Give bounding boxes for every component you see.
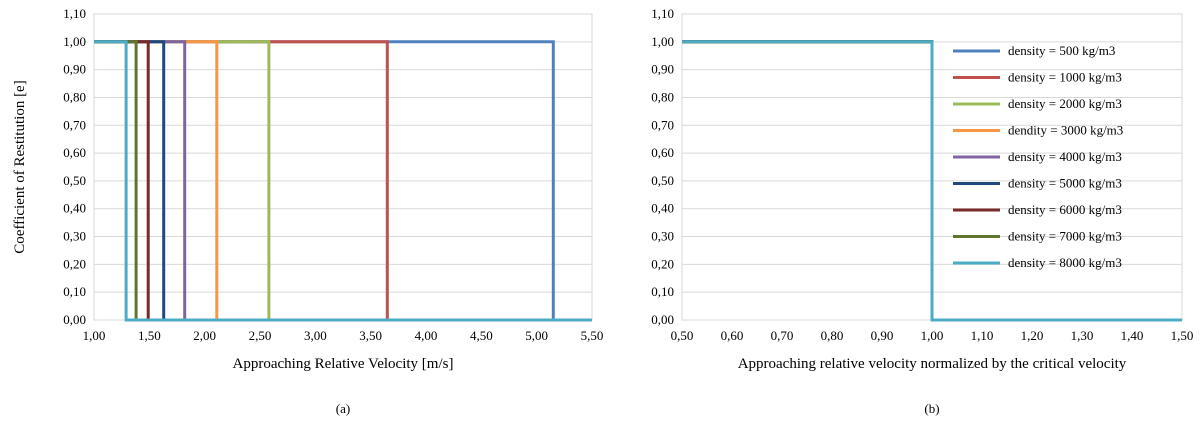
x-tick-label: 1,50 [1171, 328, 1194, 343]
legend-label: density = 5000 kg/m3 [1008, 176, 1122, 191]
x-tick-label: 1,50 [138, 328, 161, 343]
y-ticks-a: 0,00 0,10 0,20 0,30 0,40 0,50 0,60 0,70 0,80 0,90… [63, 6, 86, 327]
y-ticks-b: 0,00 0,10 0,20 0,30 0,40 0,50 0,60 0,70 0,80 0,90… [651, 6, 674, 327]
y-tick-label: 1,10 [651, 6, 674, 21]
chart-b: 0,00 0,10 0,20 0,30 0,40 0,50 0,60 0,70 0,80 0,90… [651, 6, 1193, 416]
y-tick-label: 0,10 [63, 284, 86, 299]
x-tick-label: 2,00 [193, 328, 216, 343]
y-tick-label: 0,90 [63, 62, 86, 77]
y-tick-label: 0,30 [651, 229, 674, 244]
y-tick-label: 0,60 [651, 145, 674, 160]
series-b [682, 40, 1182, 322]
x-tick-label: 1,00 [83, 328, 106, 343]
series-line [94, 40, 592, 322]
x-tick-label: 5,00 [525, 328, 548, 343]
y-tick-label: 0,60 [63, 145, 86, 160]
y-tick-label: 1,00 [651, 34, 674, 49]
y-tick-label: 0,40 [651, 201, 674, 216]
y-tick-label: 0,10 [651, 284, 674, 299]
x-tick-label: 3,50 [359, 328, 382, 343]
chart-a: 0,00 0,10 0,20 0,30 0,40 0,50 0,60 0,70 0,80 0,90… [12, 6, 603, 416]
legend-label: density = 7000 kg/m3 [1008, 229, 1122, 244]
y-tick-label: 0,00 [651, 312, 674, 327]
x-tick-label: 0,90 [871, 328, 894, 343]
x-tick-label: 4,00 [415, 328, 438, 343]
x-axis-label-b: Approaching relative velocity normalized… [738, 356, 1127, 372]
x-tick-label: 5,50 [581, 328, 604, 343]
panel-label-b: (b) [924, 401, 939, 416]
x-tick-label: 1,10 [971, 328, 994, 343]
y-tick-label: 0,00 [63, 312, 86, 327]
x-tick-label: 2,50 [249, 328, 272, 343]
y-tick-label: 1,00 [63, 34, 86, 49]
y-tick-label: 0,80 [651, 89, 674, 104]
legend-label: dendity = 3000 kg/m3 [1008, 123, 1123, 138]
y-tick-label: 0,80 [63, 89, 86, 104]
x-tick-label: 0,60 [721, 328, 744, 343]
y-tick-label: 0,50 [63, 173, 86, 188]
y-tick-label: 0,20 [651, 256, 674, 271]
x-ticks-a: 1,00 1,50 2,00 2,50 3,00 3,50 4,00 4,50 5,00 5,50 [83, 328, 604, 343]
legend-label: density = 1000 kg/m3 [1008, 70, 1122, 85]
legend: density = 500 kg/m3 density = 1000 kg/m3 d… [953, 43, 1123, 270]
x-tick-label: 0,70 [771, 328, 794, 343]
legend-label: density = 500 kg/m3 [1008, 43, 1115, 58]
legend-label: density = 6000 kg/m3 [1008, 202, 1122, 217]
x-tick-label: 0,80 [821, 328, 844, 343]
y-tick-label: 0,40 [63, 201, 86, 216]
y-tick-label: 0,20 [63, 256, 86, 271]
y-tick-label: 0,70 [651, 117, 674, 132]
y-tick-label: 0,50 [651, 173, 674, 188]
x-ticks-b: 0,50 0,60 0,70 0,80 0,90 1,00 1,10 1,20 1,30 1,40… [671, 328, 1194, 343]
series-a [94, 40, 592, 322]
series-line [682, 40, 1182, 322]
x-tick-label: 0,50 [671, 328, 694, 343]
panel-label-a: (a) [336, 401, 350, 416]
y-axis-label-a: Coefficient of Restitution [e] [12, 80, 28, 253]
x-tick-label: 1,00 [921, 328, 944, 343]
x-axis-label-a: Approaching Relative Velocity [m/s] [233, 356, 454, 372]
y-tick-label: 1,10 [63, 6, 86, 21]
legend-label: density = 8000 kg/m3 [1008, 255, 1122, 270]
x-tick-label: 4,50 [470, 328, 493, 343]
x-tick-label: 3,00 [304, 328, 327, 343]
plot-area-a [93, 13, 593, 321]
legend-label: density = 4000 kg/m3 [1008, 149, 1122, 164]
x-tick-label: 1,40 [1121, 328, 1144, 343]
x-tick-label: 1,30 [1071, 328, 1094, 343]
x-tick-label: 1,20 [1021, 328, 1044, 343]
y-tick-label: 0,90 [651, 62, 674, 77]
y-tick-label: 0,30 [63, 229, 86, 244]
legend-label: density = 2000 kg/m3 [1008, 96, 1122, 111]
y-tick-label: 0,70 [63, 117, 86, 132]
